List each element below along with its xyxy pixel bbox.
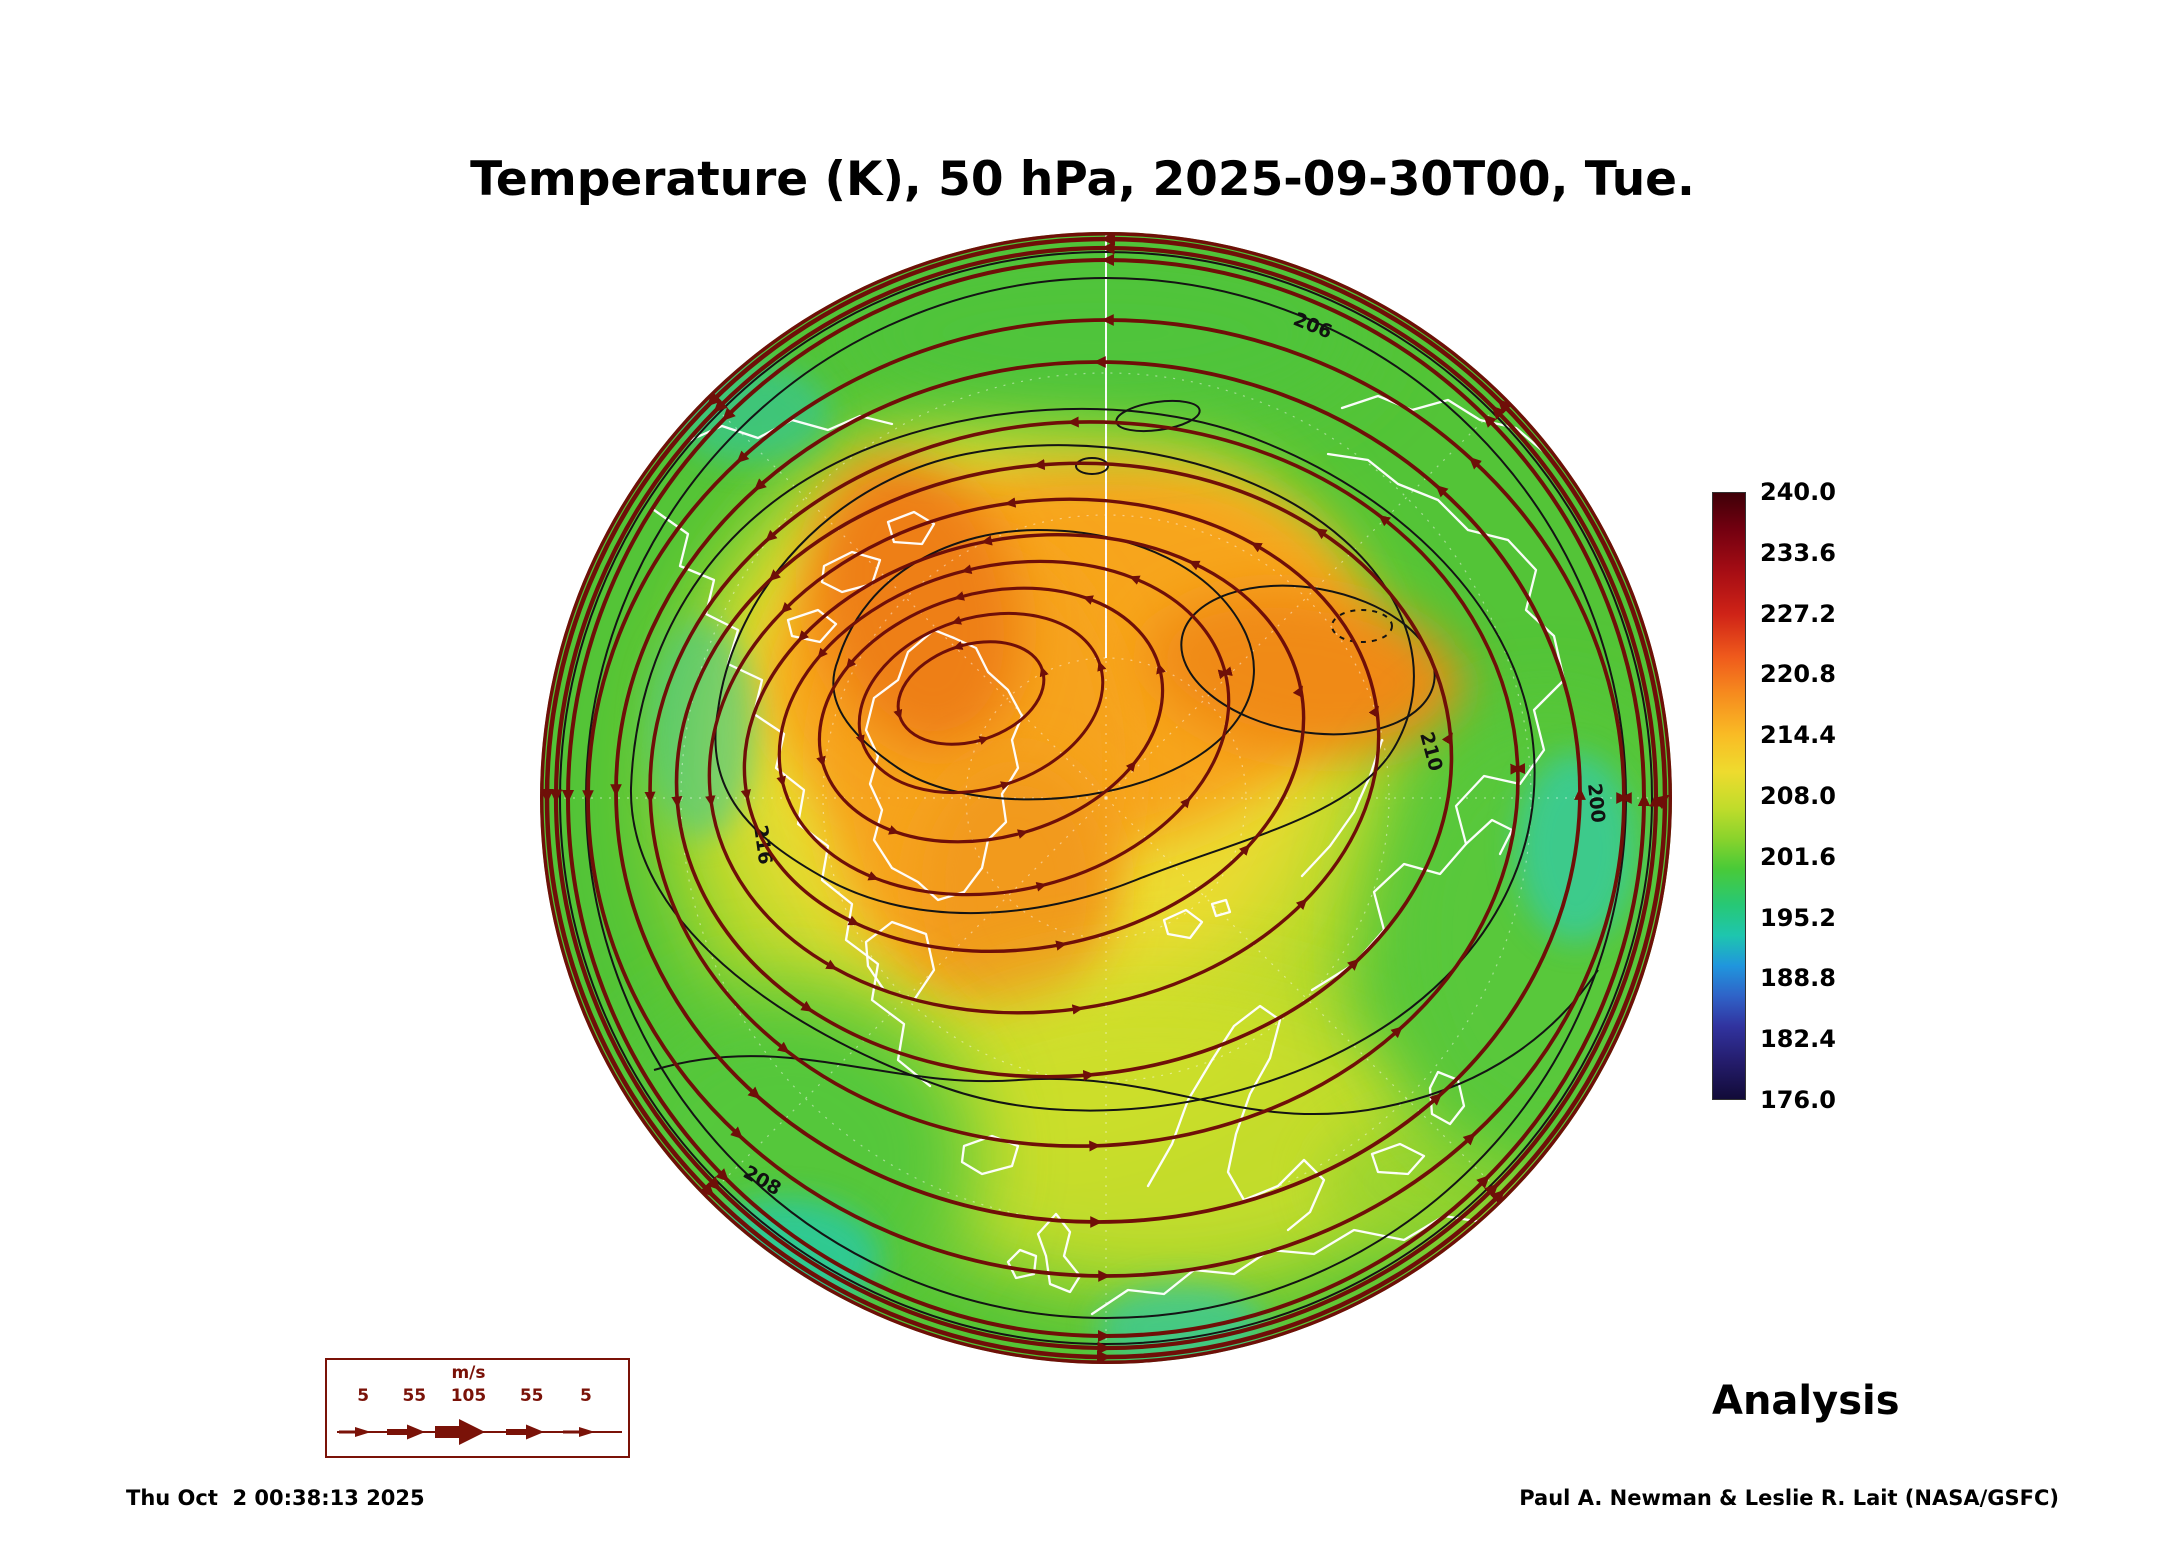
colorbar-tick-label: 201.6 xyxy=(1760,842,1836,871)
colorbar-tick-label: 208.0 xyxy=(1760,782,1836,810)
colorbar-tick-label: 220.8 xyxy=(1760,660,1836,689)
wind-speed-legend: m/s 5 55 105 55 5 xyxy=(325,1358,630,1458)
analysis-label: Analysis xyxy=(1712,1378,1900,1424)
wind-arrow-scale xyxy=(337,1419,622,1445)
contour-label: 200 xyxy=(1583,782,1609,824)
generation-timestamp: Thu Oct 2 00:38:13 2025 xyxy=(126,1486,425,1510)
wind-streamlines-layer xyxy=(540,232,1672,1364)
wind-legend-tick: 55 xyxy=(402,1386,427,1406)
wind-legend-tick: 5 xyxy=(579,1386,592,1406)
polar-map-figure: 206 216 210 208 200 xyxy=(540,232,1672,1364)
colorbar-tick-label: 195.2 xyxy=(1760,903,1836,932)
colorbar-tick-label: 188.8 xyxy=(1760,964,1836,993)
wind-legend-unit: m/s xyxy=(451,1363,486,1383)
chart-title: Temperature (K), 50 hPa, 2025-09-30T00, … xyxy=(470,152,1695,207)
wind-legend-tick: 5 xyxy=(357,1386,370,1406)
colorbar-tick-label: 233.6 xyxy=(1760,538,1836,567)
wind-legend-tick: 105 xyxy=(450,1386,487,1406)
credit-line: Paul A. Newman & Leslie R. Lait (NASA/GS… xyxy=(1519,1486,2059,1510)
colorbar-tick-label: 227.2 xyxy=(1760,599,1836,628)
colorbar-tick-label: 182.4 xyxy=(1760,1025,1836,1054)
colorbar-tick-label: 176.0 xyxy=(1760,1086,1836,1114)
polar-map: 206 216 210 208 200 xyxy=(536,228,1676,1368)
colorbar-gradient xyxy=(1712,492,1746,1100)
colorbar-tick-label: 240.0 xyxy=(1760,478,1836,506)
wind-legend-tick: 55 xyxy=(519,1386,544,1406)
colorbar: 240.0 233.6 227.2 220.8 214.4 208.0 201.… xyxy=(1760,478,1890,1114)
colorbar-tick-label: 214.4 xyxy=(1760,721,1836,750)
